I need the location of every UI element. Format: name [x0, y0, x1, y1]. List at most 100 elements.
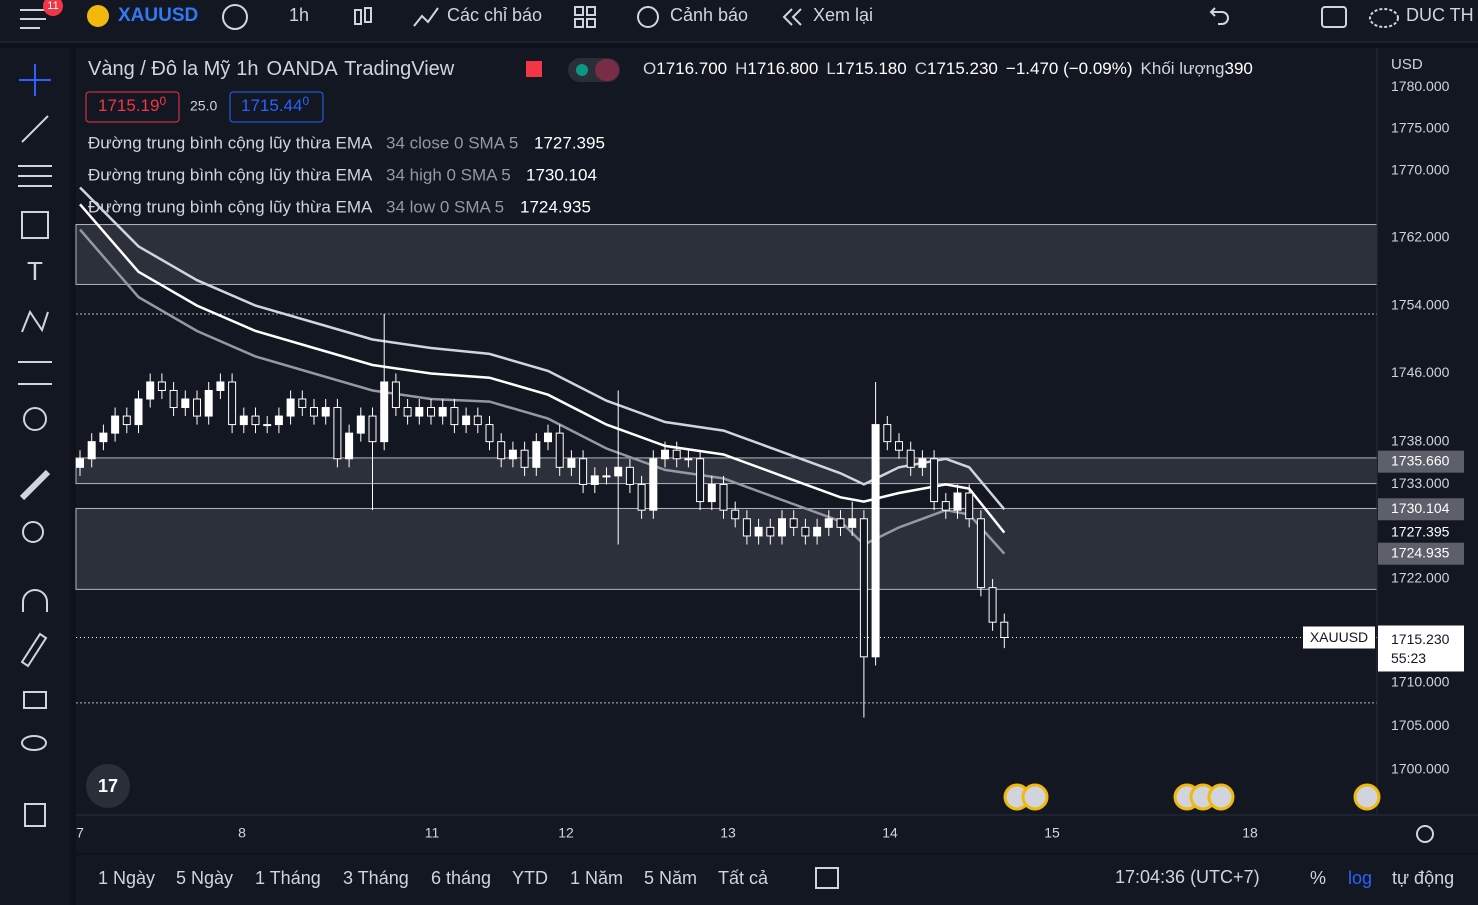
buy-box[interactable] — [229, 91, 324, 123]
date-range-icon[interactable] — [815, 867, 839, 889]
interval[interactable]: 1h — [289, 5, 309, 25]
candle-body — [391, 381, 400, 409]
candle-body — [789, 518, 798, 528]
candle-body — [438, 407, 447, 417]
trend-line[interactable] — [21, 115, 49, 143]
replay-icon[interactable] — [782, 8, 802, 26]
ohlc-key: H — [735, 59, 747, 78]
candle-body — [263, 424, 272, 427]
range-button[interactable]: 1 Năm — [570, 868, 623, 888]
candle-body — [333, 407, 342, 460]
candle-body — [813, 526, 822, 537]
ruler[interactable] — [19, 469, 51, 501]
clock: 17:04:36 (UTC+7) — [1115, 867, 1260, 887]
replay[interactable]: Xem lại — [813, 5, 873, 25]
range-button[interactable]: 5 Năm — [644, 868, 697, 888]
range-button[interactable]: 1 Ngày — [98, 868, 155, 888]
ema-value: 1730.104 — [526, 165, 597, 184]
sell-box[interactable] — [85, 91, 180, 123]
percent-toggle[interactable]: % — [1310, 868, 1326, 888]
range-button[interactable]: Tất cả — [718, 868, 769, 888]
lock[interactable] — [23, 691, 47, 709]
hide[interactable] — [21, 735, 47, 751]
menu-icon[interactable] — [20, 9, 46, 29]
ask-main: 1715.44 — [241, 96, 302, 115]
alert-icon[interactable] — [637, 6, 659, 28]
ohlc-value: 1715.230 — [927, 59, 998, 78]
chart-type-icon[interactable] — [354, 7, 372, 25]
candle-body — [415, 407, 424, 417]
auto-toggle[interactable]: tự động — [1392, 868, 1454, 888]
candle-body — [450, 407, 459, 426]
shapes[interactable] — [21, 211, 49, 239]
range-button[interactable]: 3 Tháng — [343, 868, 409, 888]
user[interactable]: DUC TH — [1406, 5, 1474, 25]
delete[interactable] — [24, 803, 46, 827]
symbol[interactable]: XAUUSD — [118, 5, 198, 26]
candle-body — [310, 407, 318, 417]
candle-body — [871, 424, 880, 658]
ohlc-key: O — [643, 59, 656, 78]
stay-drawing[interactable] — [20, 632, 48, 668]
add-symbol[interactable] — [222, 4, 248, 30]
exchange: OANDA — [267, 58, 339, 80]
ohlc-key: C — [915, 59, 927, 78]
fib[interactable] — [18, 165, 52, 187]
ema-params: 34 close 0 SMA 5 — [386, 133, 518, 152]
candle-body — [403, 407, 412, 417]
text-tool-icon[interactable]: T — [27, 256, 43, 286]
plot — [75, 186, 1378, 718]
magnet[interactable] — [22, 589, 48, 612]
log-toggle[interactable]: log — [1348, 868, 1372, 888]
candle-body — [696, 458, 705, 503]
candle-body — [801, 526, 810, 537]
candle-body — [555, 432, 564, 468]
range-button[interactable]: 5 Ngày — [176, 868, 233, 888]
candle-body — [274, 415, 283, 426]
range-button[interactable]: YTD — [512, 868, 548, 888]
range-button[interactable]: 1 Tháng — [255, 868, 321, 888]
price-label: 1775.000 — [1391, 120, 1450, 136]
countdown: 55:23 — [1391, 650, 1426, 666]
bid-main: 1715.19 — [98, 96, 159, 115]
crosshair[interactable] — [19, 64, 51, 96]
layout-icon[interactable] — [574, 6, 596, 28]
candle-body — [111, 415, 120, 434]
indicators[interactable]: Các chỉ báo — [447, 5, 542, 25]
patterns[interactable] — [21, 309, 49, 333]
candle-body — [672, 449, 681, 460]
candle-body — [883, 424, 892, 443]
candle-body — [122, 415, 131, 426]
candle-body — [625, 466, 634, 485]
emoji[interactable] — [23, 407, 47, 431]
candle-body — [193, 398, 201, 417]
prediction[interactable] — [18, 361, 52, 385]
candle-body — [321, 407, 330, 417]
legend: Vàng / Đô la Mỹ 1h OANDA TradingView O1716.… — [85, 58, 1253, 123]
candle-body — [134, 398, 143, 426]
settings-icon[interactable] — [1416, 825, 1434, 843]
ask[interactable]: 1715.440 — [241, 94, 309, 115]
candle-body — [766, 526, 775, 537]
bid[interactable]: 1715.190 — [98, 94, 166, 115]
source: TradingView — [344, 58, 455, 80]
time-label: 13 — [720, 825, 736, 841]
range-button[interactable]: 6 tháng — [431, 868, 491, 888]
ema-tag — [1378, 542, 1464, 565]
undo[interactable] — [1209, 7, 1229, 25]
ohlc: O1716.700 H1716.800 L1715.180 C1715.230 −1.4… — [643, 59, 1253, 78]
candle-body — [836, 518, 845, 528]
top-toolbar: 11 XAUUSD 1h Các chỉ báo Cảnh báo Xem lạ… — [0, 0, 1478, 43]
ema-line — [79, 203, 1006, 534]
legend-title: Vàng / Đô la Mỹ 1h OANDA TradingView — [88, 58, 455, 80]
price-tag — [1378, 625, 1464, 672]
ema-line — [79, 228, 1006, 555]
candle-body — [216, 381, 225, 391]
candle-body — [965, 492, 974, 520]
price-label: 1733.000 — [1391, 475, 1450, 491]
fullscreen[interactable] — [1321, 6, 1347, 28]
alerts[interactable]: Cảnh báo — [670, 5, 748, 25]
indicators-icon[interactable] — [413, 7, 439, 27]
zoom[interactable] — [22, 521, 44, 543]
candle-body — [918, 458, 927, 468]
